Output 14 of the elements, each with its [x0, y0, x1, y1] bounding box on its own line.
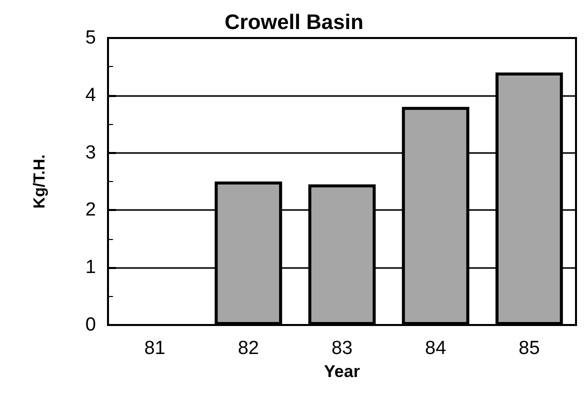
x-tick-label: 85: [518, 338, 540, 359]
y-tick-label: 1: [85, 257, 96, 278]
y-tick-label: 3: [85, 142, 96, 164]
chart-title: Crowell Basin: [224, 11, 364, 34]
y-tick-label: 5: [85, 28, 96, 48]
x-axis-title: Year: [324, 362, 360, 381]
x-tick-label: 82: [238, 338, 259, 359]
y-axis-title: Kg/T.H.: [32, 154, 48, 209]
x-tick-label: 81: [144, 338, 166, 359]
y-tick-label: 0: [85, 314, 96, 336]
x-tick-label: 84: [425, 338, 447, 359]
y-tick-label: 4: [85, 84, 96, 106]
x-tick-label: 83: [331, 338, 353, 359]
y-tick-label: 2: [85, 200, 96, 221]
